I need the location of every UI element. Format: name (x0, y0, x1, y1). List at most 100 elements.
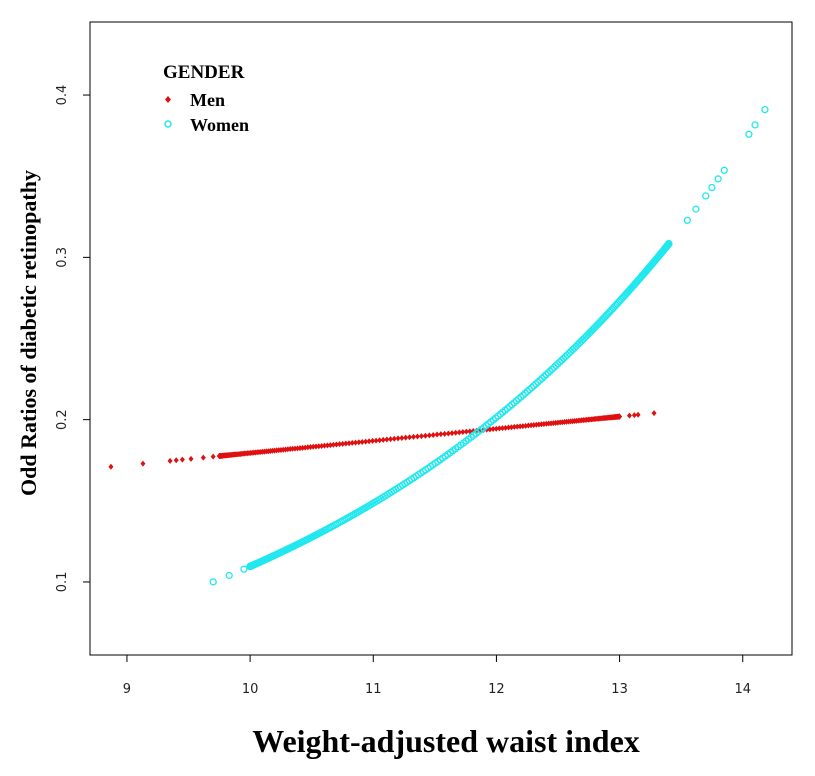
data-point (322, 442, 328, 449)
data-point (442, 430, 448, 437)
data-point (635, 411, 641, 418)
x-tick-label: 13 (611, 682, 628, 697)
data-point (496, 425, 502, 432)
data-point (651, 410, 657, 417)
data-point (418, 433, 424, 440)
data-point (506, 424, 512, 431)
data-point (310, 443, 316, 450)
data-point (346, 440, 352, 447)
data-point (340, 440, 346, 447)
data-point (521, 389, 529, 397)
data-point (445, 430, 451, 437)
data-point (370, 437, 376, 444)
series-women (209, 105, 769, 586)
data-point (708, 183, 716, 192)
data-point (554, 360, 562, 368)
data-point (449, 430, 455, 437)
series-men (108, 410, 657, 470)
data-point (366, 438, 372, 445)
data-point (532, 380, 540, 388)
data-point (225, 571, 233, 580)
data-point (188, 455, 194, 462)
data-point (546, 367, 554, 375)
data-point (511, 423, 517, 430)
data-point (631, 412, 637, 419)
data-point (438, 431, 444, 438)
data-point (140, 460, 146, 467)
data-point (490, 426, 496, 433)
data-point (330, 441, 336, 448)
data-point (337, 441, 343, 448)
plot-frame (89, 21, 793, 656)
data-point (523, 387, 532, 396)
data-point (316, 443, 322, 450)
data-point (617, 413, 623, 420)
data-point (534, 378, 542, 386)
data-point (179, 456, 185, 463)
data-point (499, 425, 505, 432)
data-point (391, 435, 397, 442)
data-point (493, 425, 499, 432)
data-point (414, 433, 420, 440)
data-point (538, 374, 546, 383)
legend-title: GENDER (163, 62, 245, 83)
legend-marker-men (165, 96, 171, 103)
data-point (550, 363, 558, 372)
legend-label-men: Men (190, 90, 225, 110)
data-point (399, 435, 405, 442)
data-point (324, 442, 330, 449)
x-tick-label: 10 (242, 682, 259, 697)
data-point (343, 440, 349, 447)
data-point (683, 216, 691, 225)
data-point (403, 434, 409, 441)
data-point (720, 166, 728, 174)
data-point (460, 429, 466, 436)
data-point (200, 454, 206, 461)
data-point (388, 436, 394, 443)
data-point (434, 431, 440, 438)
axis-ticks: 9 10 11 12 13 14 0.1 0.2 0.3 0.4 (55, 85, 751, 697)
data-point (327, 442, 333, 449)
x-axis-title: Weight-adjusted waist index (252, 723, 640, 759)
data-point (502, 424, 508, 431)
y-tick-label: 0.1 (55, 572, 70, 593)
data-point (544, 369, 552, 377)
data-point (333, 441, 339, 448)
data-point (525, 385, 534, 394)
data-point (542, 371, 550, 379)
data-point (552, 361, 560, 370)
data-point (745, 130, 753, 138)
data-point (514, 423, 520, 430)
data-point (407, 434, 413, 441)
data-point (313, 443, 319, 450)
data-point (536, 376, 544, 384)
data-point (665, 240, 673, 248)
data-point (626, 412, 632, 419)
y-axis-title: Odd Ratios of diabetic retinopathy (16, 170, 41, 496)
data-point (540, 372, 548, 381)
data-point (422, 432, 428, 439)
data-point (508, 424, 514, 431)
data-point (714, 175, 722, 183)
data-point (517, 423, 523, 430)
data-point (319, 442, 325, 449)
legend-label-women: Women (190, 115, 249, 135)
data-point (453, 429, 459, 436)
data-point (463, 428, 469, 435)
data-point (410, 433, 416, 440)
data-point (692, 205, 700, 213)
legend: GENDER Men Women (163, 62, 249, 135)
y-tick-label: 0.2 (55, 409, 70, 430)
data-point (384, 436, 390, 443)
x-tick-label: 11 (365, 682, 382, 697)
data-point (761, 105, 769, 114)
data-point (108, 463, 114, 470)
data-point (520, 423, 526, 430)
x-tick-label: 12 (488, 682, 505, 697)
y-tick-label: 0.3 (55, 247, 70, 268)
data-point (356, 439, 362, 446)
data-point (363, 438, 369, 445)
data-series (108, 105, 769, 586)
data-point (209, 578, 217, 586)
